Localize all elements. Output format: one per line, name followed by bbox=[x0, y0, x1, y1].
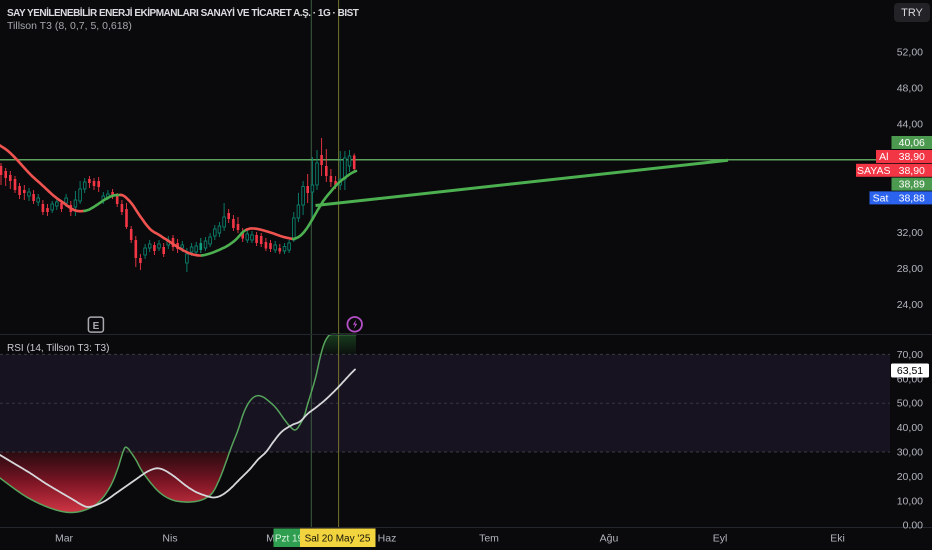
svg-text:52,00: 52,00 bbox=[897, 47, 923, 59]
svg-text:RSI (14, Tillson T3: T3): RSI (14, Tillson T3: T3) bbox=[7, 343, 109, 354]
svg-text:38,90: 38,90 bbox=[899, 165, 925, 177]
svg-text:30,00: 30,00 bbox=[897, 447, 923, 459]
svg-text:SAY YENİLENEBİLİR ENERJİ EKİPM: SAY YENİLENEBİLİR ENERJİ EKİPMANLARI SAN… bbox=[7, 6, 359, 19]
svg-text:Tillson T3 (8, 0,7, 5, 0,618): Tillson T3 (8, 0,7, 5, 0,618) bbox=[7, 20, 132, 32]
svg-text:Nis: Nis bbox=[162, 533, 177, 545]
svg-text:SAYAS: SAYAS bbox=[857, 165, 890, 177]
svg-text:50,00: 50,00 bbox=[897, 398, 923, 410]
svg-text:Tem: Tem bbox=[479, 533, 499, 545]
svg-text:20,00: 20,00 bbox=[897, 471, 923, 483]
svg-text:28,00: 28,00 bbox=[897, 263, 923, 275]
svg-text:Pzt 19: Pzt 19 bbox=[275, 534, 304, 545]
svg-text:38,88: 38,88 bbox=[899, 192, 925, 204]
svg-text:0.00: 0.00 bbox=[903, 520, 924, 532]
svg-text:Al: Al bbox=[879, 151, 888, 163]
svg-text:70,00: 70,00 bbox=[897, 349, 923, 361]
svg-text:Mar: Mar bbox=[55, 533, 74, 545]
svg-text:TRY: TRY bbox=[901, 7, 923, 19]
svg-text:38,90: 38,90 bbox=[899, 151, 925, 163]
svg-text:40,06: 40,06 bbox=[899, 137, 925, 149]
svg-text:Eyl: Eyl bbox=[713, 533, 728, 545]
svg-text:10,00: 10,00 bbox=[897, 495, 923, 507]
svg-text:Haz: Haz bbox=[378, 533, 397, 545]
svg-text:E: E bbox=[93, 321, 100, 332]
svg-text:Sal 20 May '25: Sal 20 May '25 bbox=[305, 534, 371, 545]
svg-text:40,00: 40,00 bbox=[897, 422, 923, 434]
svg-text:44,00: 44,00 bbox=[897, 119, 923, 131]
svg-text:24,00: 24,00 bbox=[897, 299, 923, 311]
svg-text:48,00: 48,00 bbox=[897, 83, 923, 95]
svg-text:32,00: 32,00 bbox=[897, 227, 923, 239]
svg-text:Ağu: Ağu bbox=[600, 533, 619, 545]
svg-text:Eki: Eki bbox=[830, 533, 845, 545]
svg-text:Sat: Sat bbox=[873, 192, 889, 204]
svg-text:38,89: 38,89 bbox=[899, 179, 925, 191]
svg-text:63,51: 63,51 bbox=[897, 365, 923, 377]
